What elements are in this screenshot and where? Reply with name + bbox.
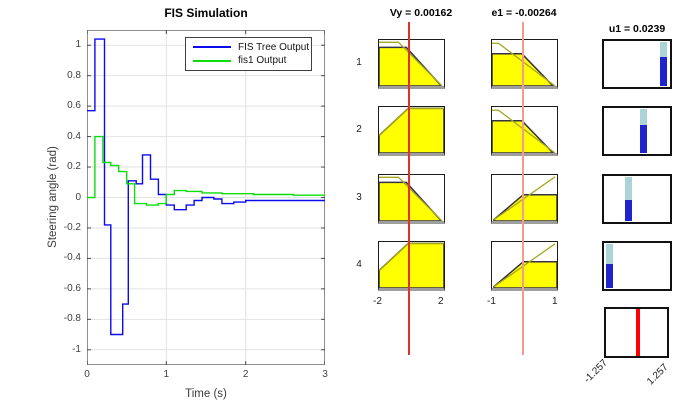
mf-cell-vy-rule2 [378,106,445,156]
y-tick-label: -1 [72,343,81,355]
y-tick-label: -0.4 [63,252,81,264]
x-axis-label: Time (s) [185,388,227,400]
mf-cell-vy-rule1 [378,39,445,89]
rule-number: 2 [356,124,362,135]
rule-number: 1 [356,57,362,68]
y-tick-label: 1 [75,39,81,51]
rule-number: 3 [356,192,362,203]
mf-cell-e1-rule3 [491,174,558,224]
x-tick-label: 2 [242,369,249,380]
legend-entry-fis-tree: FIS Tree Output [193,41,310,54]
output-mf-box-rule1 [602,39,672,89]
mf-cell-e1-rule4 [491,241,558,291]
y-tick-label: 0.4 [67,130,81,142]
legend-label: FIS Tree Output [238,41,310,53]
input-header-e1: e1 = -0.00264 [491,7,557,19]
simulation-chart [87,30,325,365]
vy-axis-max: 2 [438,296,444,307]
output-mf-box-rule2 [602,106,672,156]
y-tick-label: 0.8 [67,69,81,81]
vy-axis-min: -2 [373,296,382,307]
output-mf-spike [624,177,632,200]
y-tick-label: 0.2 [67,161,81,173]
legend[interactable]: FIS Tree Output fis1 Output [185,37,312,71]
y-tick-label: -0.2 [63,221,81,233]
output-mf-spike [659,42,667,57]
y-tick-label: -0.8 [63,313,81,325]
output-mf-box-rule4 [602,241,672,291]
series-line-0 [87,38,325,336]
plot-title: FIS Simulation [164,6,248,20]
series-line-1 [87,135,325,206]
mf-cell-vy-rule4 [378,241,445,291]
y-tick-label: 0.6 [67,100,81,112]
x-tick-label: 1 [163,369,170,380]
rule-number: 4 [356,259,362,270]
mf-cell-e1-rule2 [491,106,558,156]
legend-line-sample-green [193,59,231,62]
e1-input-value-line[interactable] [522,22,525,355]
output-activation-bar [624,200,632,221]
e1-axis-max: 1 [552,296,558,307]
output-axis-max: 1.257 [645,361,671,388]
output-mf-spike [606,244,614,264]
output-activation-bar [640,125,648,153]
legend-line-sample-blue [193,46,231,49]
x-tick-label: 0 [84,369,90,380]
output-header-u1: u1 = 0.0239 [608,23,666,35]
y-tick-label: 0 [75,191,81,203]
mf-cell-vy-rule3 [378,174,445,224]
x-tick-label: 3 [322,369,328,380]
output-activation-bar [606,264,614,288]
output-activation-bar [659,57,667,86]
output-mf-box-rule3 [602,174,672,224]
output-value-line [635,309,640,356]
output-mf-spike [640,109,648,125]
y-tick-label: -0.6 [63,282,81,294]
e1-axis-min: -1 [487,296,496,307]
vy-input-value-line[interactable] [408,22,411,355]
legend-entry-fis1: fis1 Output [193,54,307,67]
input-header-vy: Vy = 0.00162 [389,7,453,19]
legend-label: fis1 Output [238,55,287,67]
mf-cell-e1-rule1 [491,39,558,89]
output-axis-min: -1.257 [582,357,610,386]
